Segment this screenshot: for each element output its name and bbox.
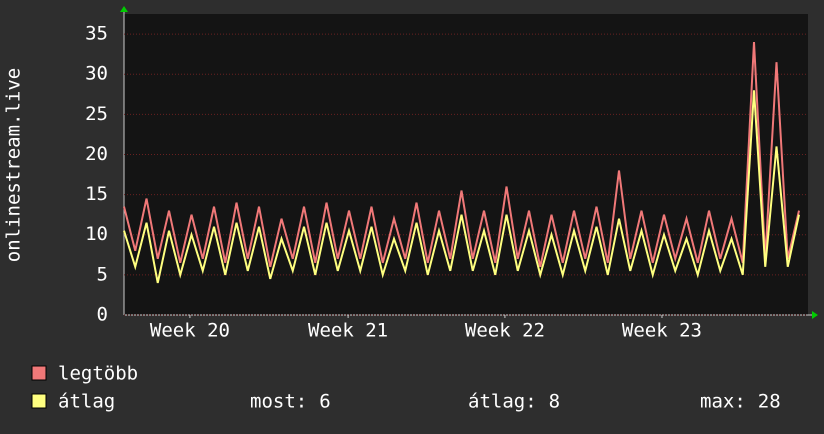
stat-value: 28 <box>758 391 781 413</box>
x-arrow <box>812 311 818 319</box>
series-line <box>123 90 800 284</box>
y-tick-label: 0 <box>97 304 108 326</box>
x-tick-label: Week 23 <box>622 320 702 342</box>
y-axis-label: onlinestream.live <box>3 68 25 262</box>
stat-value: 8 <box>549 391 560 413</box>
y-tick-label: 10 <box>85 223 108 245</box>
stat-label: max: <box>700 391 746 413</box>
y-tick-label: 30 <box>85 63 108 85</box>
stat-label: átlag: <box>468 391 537 413</box>
legend-label: átlag <box>58 391 115 413</box>
x-tick-label: Week 21 <box>308 320 388 342</box>
legend-swatch <box>31 365 47 381</box>
legend-label: legtöbb <box>58 363 138 385</box>
legend-swatch <box>31 393 47 409</box>
x-tick-label: Week 20 <box>150 320 230 342</box>
y-tick-label: 5 <box>97 263 108 285</box>
y-tick-label: 25 <box>85 103 108 125</box>
y-tick-label: 20 <box>85 143 108 165</box>
y-tick-label: 15 <box>85 183 108 205</box>
x-tick-label: Week 22 <box>465 320 545 342</box>
stat-label: most: <box>250 391 307 413</box>
series-line <box>123 42 800 268</box>
y-arrow <box>120 6 128 12</box>
y-tick-label: 35 <box>85 23 108 45</box>
stat-value: 6 <box>319 391 330 413</box>
